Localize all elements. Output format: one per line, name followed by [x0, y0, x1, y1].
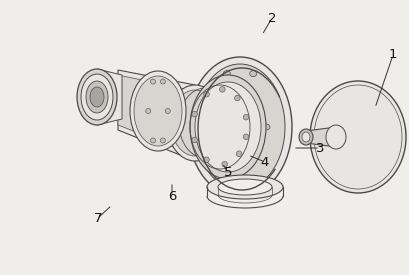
Ellipse shape: [310, 81, 406, 193]
Ellipse shape: [167, 85, 223, 161]
Ellipse shape: [250, 177, 257, 183]
Ellipse shape: [195, 64, 285, 190]
Ellipse shape: [236, 151, 242, 156]
Ellipse shape: [77, 69, 117, 125]
Text: 5: 5: [224, 166, 232, 178]
Text: 2: 2: [268, 12, 276, 24]
Ellipse shape: [243, 134, 249, 140]
Text: 7: 7: [94, 211, 102, 224]
Ellipse shape: [151, 79, 155, 84]
Ellipse shape: [130, 71, 186, 151]
Ellipse shape: [263, 124, 270, 130]
Text: 1: 1: [389, 48, 397, 62]
Ellipse shape: [302, 132, 310, 142]
Ellipse shape: [210, 124, 217, 130]
Ellipse shape: [299, 129, 313, 145]
Text: 4: 4: [261, 155, 269, 169]
Ellipse shape: [190, 75, 266, 179]
Polygon shape: [97, 69, 122, 125]
Ellipse shape: [223, 71, 230, 77]
Ellipse shape: [86, 81, 108, 113]
Ellipse shape: [326, 125, 346, 149]
Ellipse shape: [204, 157, 209, 163]
Ellipse shape: [243, 114, 249, 120]
Text: 6: 6: [168, 189, 176, 202]
Ellipse shape: [171, 90, 219, 156]
Ellipse shape: [234, 95, 240, 101]
Ellipse shape: [195, 82, 261, 172]
Ellipse shape: [90, 87, 104, 107]
Ellipse shape: [204, 92, 209, 97]
Ellipse shape: [192, 137, 198, 143]
Ellipse shape: [160, 138, 165, 143]
Polygon shape: [306, 127, 336, 147]
Ellipse shape: [222, 161, 227, 167]
Ellipse shape: [151, 138, 155, 143]
Ellipse shape: [220, 87, 225, 92]
Ellipse shape: [223, 177, 230, 183]
Ellipse shape: [250, 71, 257, 77]
Ellipse shape: [81, 74, 113, 120]
Ellipse shape: [207, 175, 283, 199]
Ellipse shape: [134, 76, 182, 146]
Ellipse shape: [218, 179, 272, 195]
Text: 3: 3: [316, 142, 324, 155]
Polygon shape: [118, 75, 195, 155]
Ellipse shape: [188, 57, 292, 197]
Ellipse shape: [192, 111, 198, 117]
Polygon shape: [118, 70, 195, 161]
Ellipse shape: [146, 109, 151, 114]
Ellipse shape: [165, 109, 170, 114]
Ellipse shape: [160, 79, 165, 84]
